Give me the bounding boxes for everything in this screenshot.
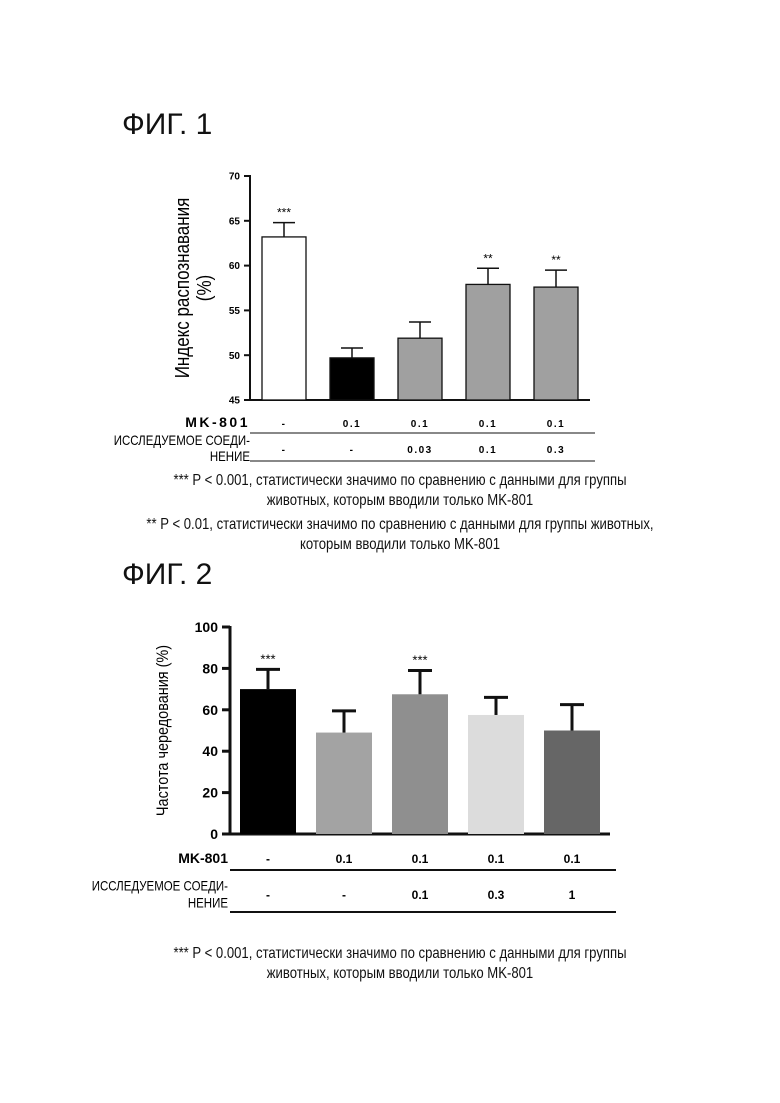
fig2-significance-label-3: *** (412, 652, 427, 667)
fig2-y-tick-label: 100 (195, 619, 219, 635)
figure-1-title: ФИГ. 1 (122, 108, 212, 142)
figure-2-note-1: *** P < 0.001, статистически значимо по … (146, 944, 654, 984)
figure-2-chart: 0 20 40 60 80 100 Частота чередования (%) *** **… (0, 605, 780, 925)
fig1-table-cell-r2-c3: 0.03 (407, 445, 432, 456)
fig2-table-row-label-line: НЕНИЕ (188, 894, 228, 910)
fig1-table-cell-r2-c4: 0.1 (479, 445, 497, 456)
fig2-table-cell-r1-c5: 0.1 (564, 852, 581, 866)
fig2-significance-label-1: *** (260, 651, 275, 666)
fig1-y-axis-label-line: (%) (193, 275, 216, 301)
fig2-table-cell-r2-c3: 0.1 (412, 888, 429, 902)
fig1-y-axis-label-line: Индекс распознавания (171, 198, 194, 379)
fig1-y-tick-label: 60 (229, 261, 241, 272)
fig1-significance-label-4: ** (483, 251, 493, 265)
fig1-bar-4 (466, 284, 510, 400)
fig2-y-axis-label-line: Частота чередования (%) (154, 645, 172, 816)
fig2-table-cell-r1-c3: 0.1 (412, 852, 429, 866)
fig2-table-row-label-2: ИССЛЕДУЕМОЕ СОЕДИ-НЕНИЕ (92, 877, 228, 910)
fig2-bar-5 (544, 731, 600, 835)
fig2-bar-1 (240, 689, 296, 834)
fig1-y-tick-label: 70 (229, 172, 241, 183)
fig1-y-tick-label: 50 (229, 351, 241, 362)
figure-1-note-1: *** P < 0.001, статистически значимо по … (146, 471, 654, 511)
fig2-table-row-label-line: ИССЛЕДУЕМОЕ СОЕДИ- (92, 877, 228, 893)
fig1-table-cell-r1-c4: 0.1 (479, 419, 497, 430)
fig2-table-row-label-line: MK-801 (178, 850, 228, 866)
fig1-table-row-label-line: ИССЛЕДУЕМОЕ СОЕДИ- (114, 432, 250, 448)
fig2-bar-3 (392, 694, 448, 834)
fig1-table-cell-r1-c3: 0.1 (411, 419, 429, 430)
figure-1-note-2: ** P < 0.01, статистически значимо по ср… (146, 515, 654, 555)
fig1-y-tick-label: 45 (229, 396, 241, 407)
fig1-bar-1 (262, 237, 306, 400)
fig2-bar-4 (468, 715, 524, 834)
fig2-y-tick-label: 0 (210, 826, 218, 842)
fig1-y-axis-label: Индекс распознавания(%) (171, 198, 216, 379)
fig2-table-row-label-1: MK-801 (178, 850, 228, 866)
fig1-y-tick-label: 55 (229, 306, 241, 317)
fig2-y-tick-label: 60 (202, 702, 218, 718)
fig2-table-cell-r1-c4: 0.1 (488, 852, 505, 866)
fig2-y-axis-label: Частота чередования (%) (154, 645, 172, 816)
fig2-table-cell-r2-c1: - (266, 888, 270, 902)
fig1-table-cell-r2-c5: 0.3 (547, 445, 565, 456)
fig2-y-tick-label: 20 (202, 785, 218, 801)
fig2-table-cell-r1-c1: - (266, 852, 270, 866)
fig1-table-cell-r1-c2: 0.1 (343, 419, 361, 430)
fig2-y-tick-label: 40 (202, 743, 218, 759)
fig1-table-cell-r2-c2: - (350, 445, 355, 456)
fig2-bar-2 (316, 733, 372, 834)
fig1-table-row-label-1: MK-801 (185, 414, 250, 430)
fig2-table-cell-r2-c2: - (342, 888, 346, 902)
fig1-y-tick-label: 65 (229, 216, 241, 227)
fig1-table-cell-r1-c1: - (282, 419, 287, 430)
fig1-significance-label-5: ** (551, 253, 561, 267)
fig1-table-row-label-line: НЕНИЕ (210, 448, 250, 464)
fig2-table-cell-r2-c5: 1 (569, 888, 576, 902)
fig2-table-cell-r1-c2: 0.1 (336, 852, 353, 866)
fig1-significance-label-1: *** (277, 206, 291, 220)
fig1-table-row-label-2: ИССЛЕДУЕМОЕ СОЕДИ-НЕНИЕ (114, 432, 250, 464)
fig1-bar-5 (534, 287, 578, 400)
fig1-bar-3 (398, 338, 442, 400)
fig2-table-cell-r2-c4: 0.3 (488, 888, 505, 902)
figure-2-title: ФИГ. 2 (122, 558, 212, 592)
fig2-y-tick-label: 80 (202, 660, 218, 676)
fig1-table-row-label-line: MK-801 (185, 414, 250, 430)
fig1-table-cell-r2-c1: - (282, 445, 287, 456)
figure-1-chart: 455055606570Индекс распознавания(%)*****… (0, 160, 780, 470)
fig1-bar-2 (330, 358, 374, 400)
fig1-table-cell-r1-c5: 0.1 (547, 419, 565, 430)
